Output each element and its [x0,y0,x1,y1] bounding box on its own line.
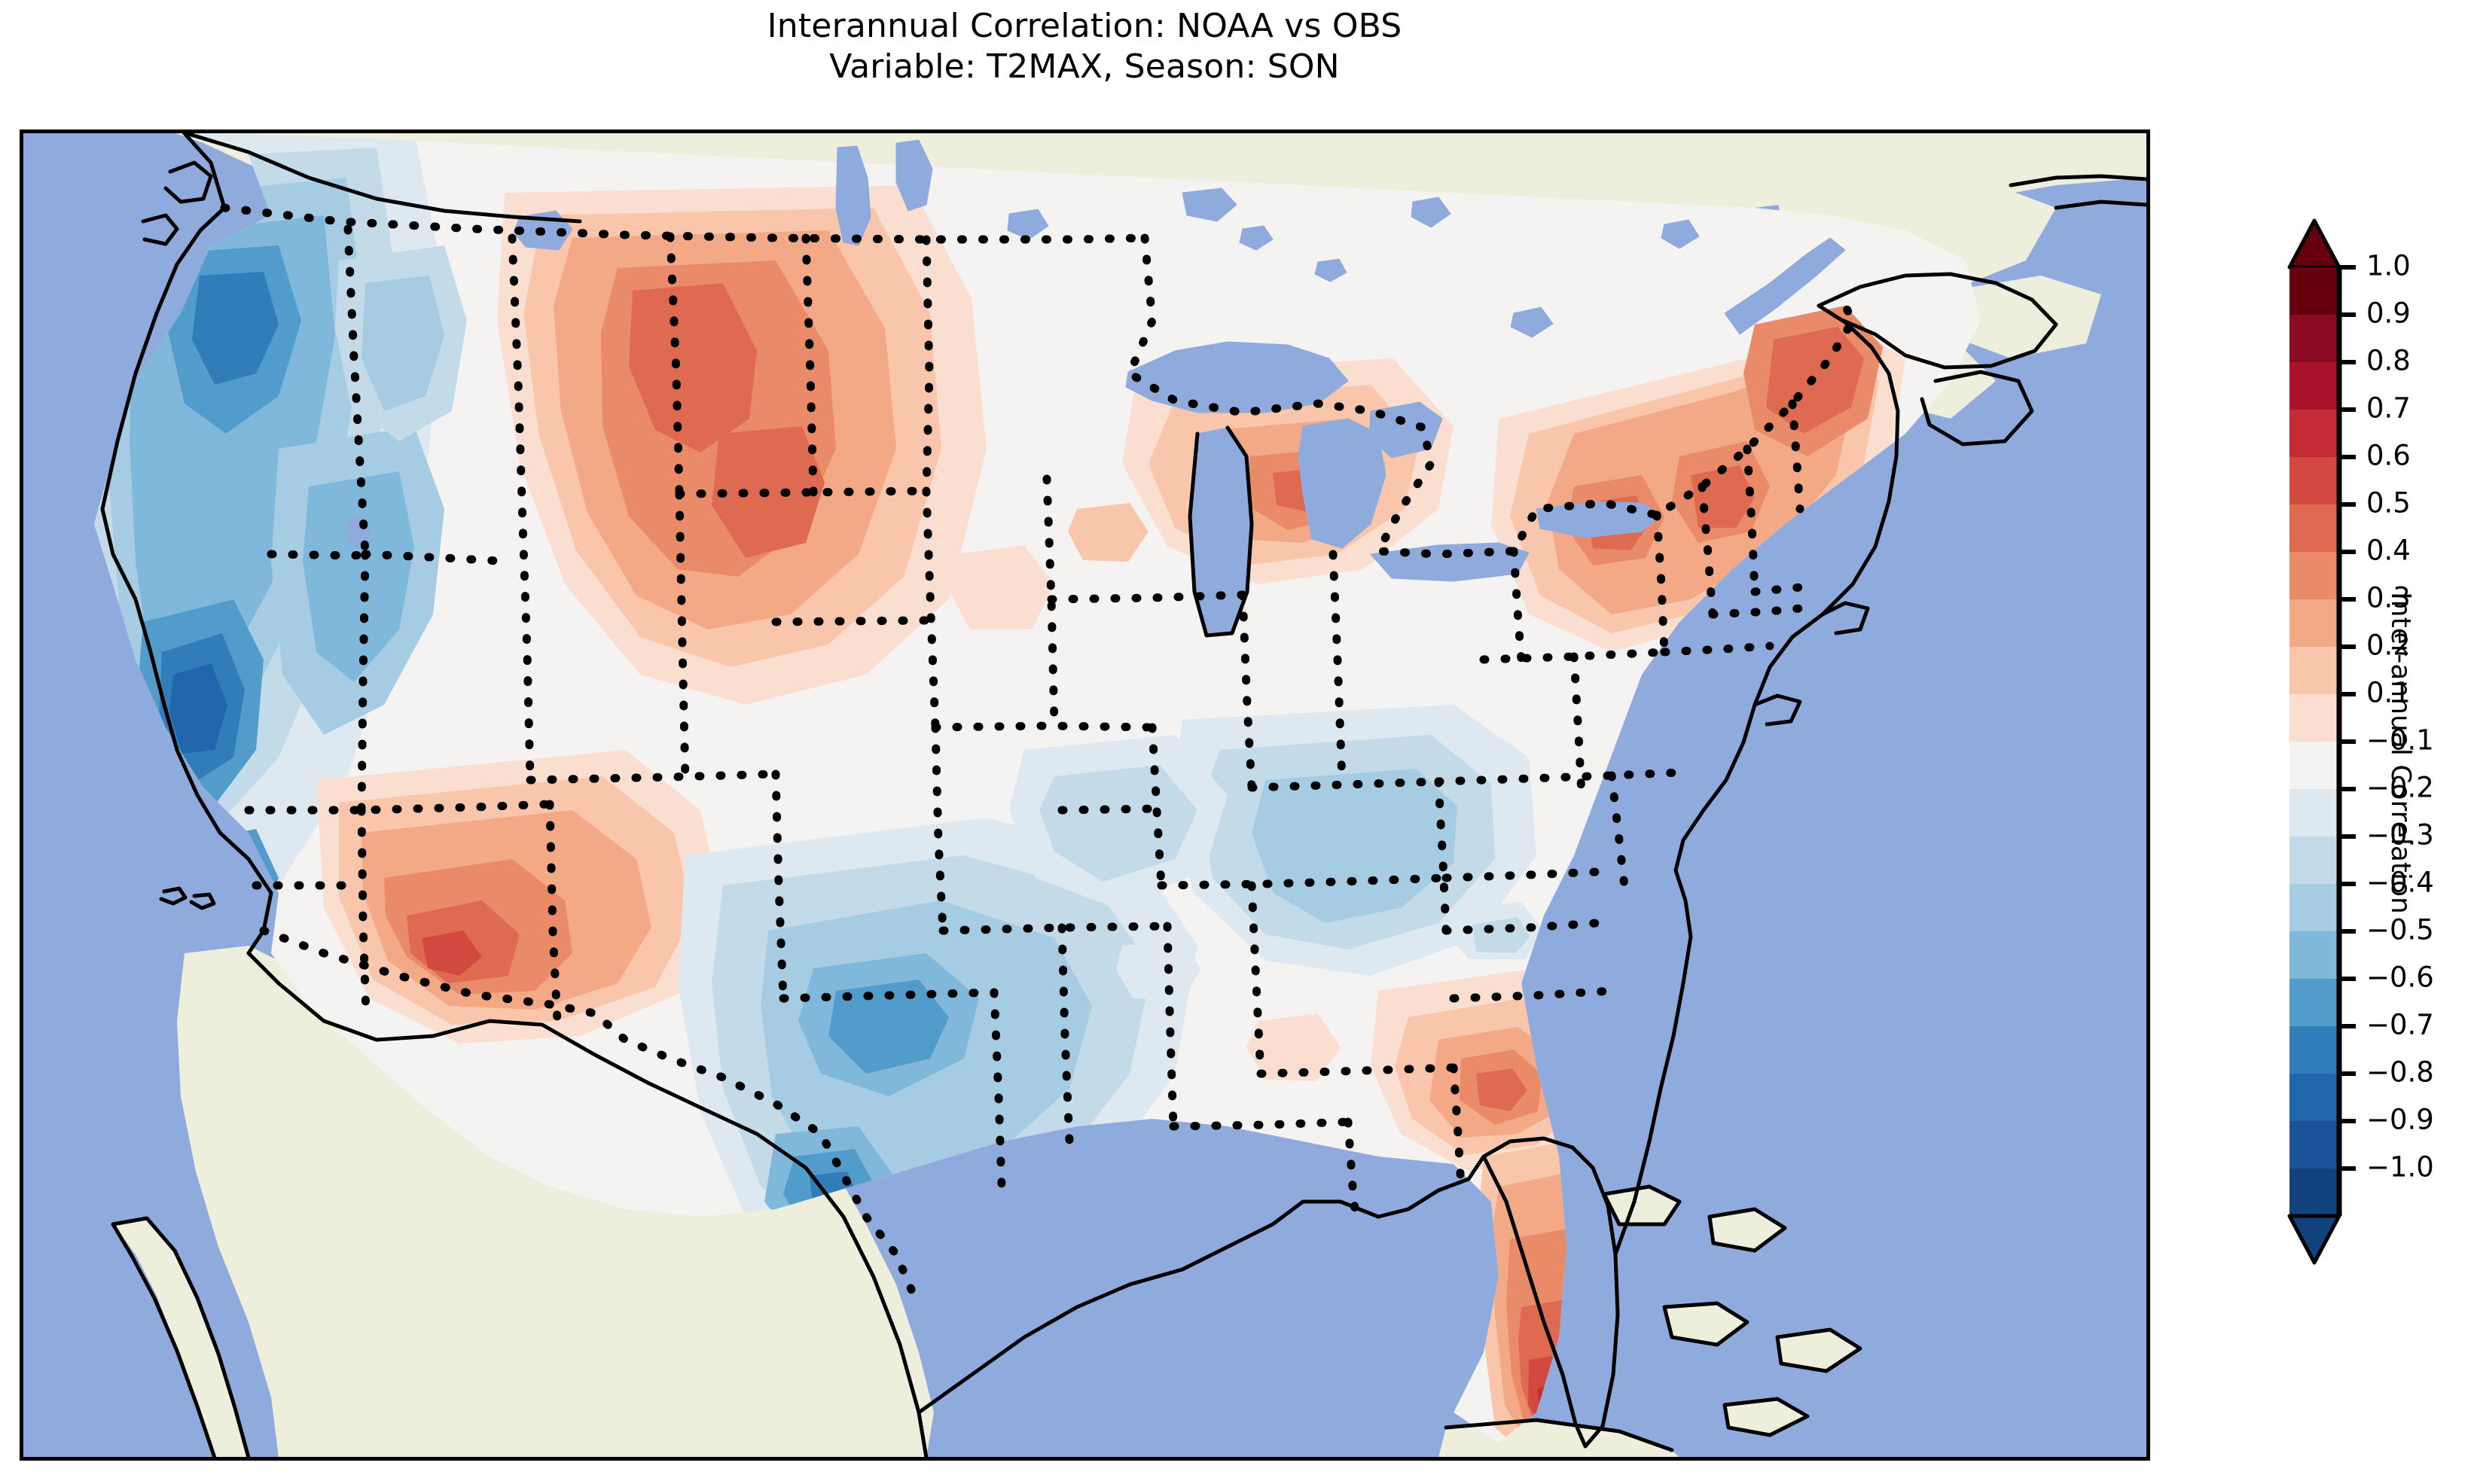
colorbar-tick-label: 0.6 [2366,440,2411,472]
colorbar: 1.0 0.9 0.8 0.7 0.6 0.5 0.4 0.3 0.2 0.1 −0.1 −0.2 −0… [2283,215,2472,1291]
colorbar-band [2289,552,2339,600]
colorbar-band [2289,931,2339,980]
colorbar-ticks: 1.0 0.9 0.8 0.7 0.6 0.5 0.4 0.3 0.2 0.1 −0.1 −0.2 −0… [2336,250,2434,1216]
colorbar-tick-label: 0.9 [2366,297,2411,330]
colorbar-axis-label: Inter-annual Correlation [2385,592,2417,914]
map-panel [20,130,2150,1461]
colorbar-band [2289,836,2339,885]
colorbar-band [2289,315,2339,363]
colorbar-tick-label: 0.1 [2366,677,2411,709]
title-line-2: Variable: T2MAX, Season: SON [829,47,1340,86]
colorbar-band [2289,1169,2339,1217]
colorbar-band [2289,979,2339,1027]
colorbar-band [2289,884,2339,932]
colorbar-extend-arrow-bottom [2287,1214,2341,1265]
colorbar-band [2289,504,2339,553]
coastlines [100,133,2147,1458]
colorbar-band [2289,267,2339,315]
colorbar-tick-label: −0.1 [2366,724,2434,757]
correlation-map [23,133,2147,1458]
figure-title: Interannual Correlation: NOAA vs OBS Var… [0,6,2169,87]
colorbar-band [2289,742,2339,790]
colorbar-band [2289,1026,2339,1074]
colorbar-tick-label: −1.0 [2366,1151,2434,1184]
colorbar-tick-label: 0.3 [2366,582,2411,614]
colorbar-extend-arrow-top [2287,218,2341,270]
colorbar-band [2289,457,2339,505]
colorbar-tick-label: −0.2 [2366,772,2434,804]
colorbar-svg: 1.0 0.9 0.8 0.7 0.6 0.5 0.4 0.3 0.2 0.1 −0.1 −0.2 −0… [2287,218,2434,1265]
colorbar-tick-label: −0.8 [2366,1056,2434,1089]
colorbar-tick-label: 0.2 [2366,629,2411,662]
colorbar-band [2289,1074,2339,1122]
colorbar-tick-label: 1.0 [2366,250,2411,282]
colorbar-tick-label: 0.7 [2366,392,2411,425]
colorbar-tick-label: 0.4 [2366,535,2411,567]
colorbar-bands [2287,218,2341,1265]
colorbar-tick-label: −0.5 [2366,914,2434,946]
colorbar-tick-label: 0.5 [2366,487,2411,520]
colorbar-tick-label: −0.6 [2366,961,2434,994]
colorbar-tick-label: −0.3 [2366,819,2434,852]
colorbar-band [2289,647,2339,695]
colorbar-band [2289,694,2339,742]
colorbar-band [2289,789,2339,837]
colorbar-band [2289,1121,2339,1169]
colorbar-tick-label: −0.9 [2366,1104,2434,1136]
colorbar-tick-label: −0.7 [2366,1009,2434,1041]
state-borders [220,203,1858,1312]
title-line-1: Interannual Correlation: NOAA vs OBS [767,7,1402,45]
colorbar-band [2289,410,2339,458]
colorbar-tick-label: −0.4 [2366,867,2434,899]
colorbar-band [2289,362,2339,410]
colorbar-band [2289,599,2339,648]
colorbar-tick-label: 0.8 [2366,345,2411,377]
